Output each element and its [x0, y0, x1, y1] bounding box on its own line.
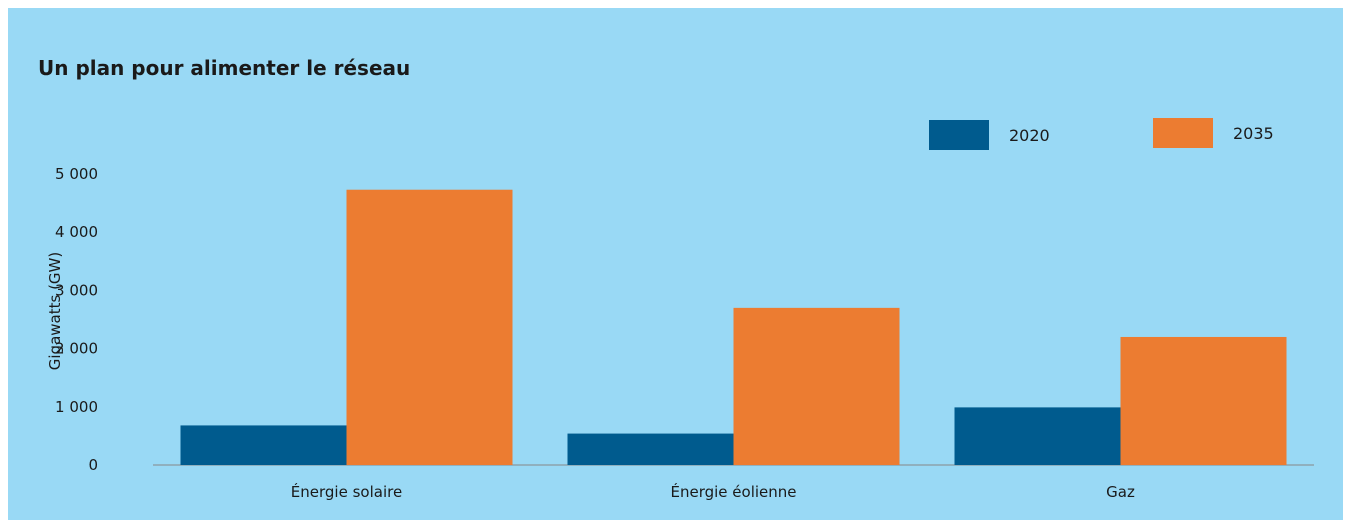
legend-item-2035: 2035 [1153, 118, 1274, 148]
y-tick-label: 1 000 [55, 398, 98, 416]
bar-2020 [954, 407, 1121, 465]
y-tick-label: 4 000 [55, 223, 98, 241]
x-tick-label: Énergie éolienne [670, 482, 796, 501]
y-tick-label: 3 000 [55, 281, 98, 299]
bar-2035 [346, 189, 513, 466]
bar-2020 [567, 433, 734, 465]
legend-item-2020: 2020 [929, 120, 1050, 150]
y-tick-label: 5 000 [55, 165, 98, 183]
legend-label-2020: 2020 [1009, 125, 1050, 145]
x-tick-label: Énergie solaire [291, 482, 402, 501]
bar-2035 [733, 307, 900, 465]
legend-swatch-2020 [929, 120, 989, 150]
chart-title: Un plan pour alimenter le réseau [38, 56, 411, 80]
bar-2035 [1120, 336, 1287, 465]
legend-label-2035: 2035 [1233, 123, 1274, 143]
y-tick-label: 0 [88, 456, 98, 474]
y-axis-label: Gigawatts (GW) [46, 252, 64, 370]
y-tick-label: 2 000 [55, 340, 98, 358]
bar-2020 [180, 425, 347, 465]
legend-swatch-2035 [1153, 118, 1213, 148]
x-tick-label: Gaz [1106, 483, 1135, 501]
